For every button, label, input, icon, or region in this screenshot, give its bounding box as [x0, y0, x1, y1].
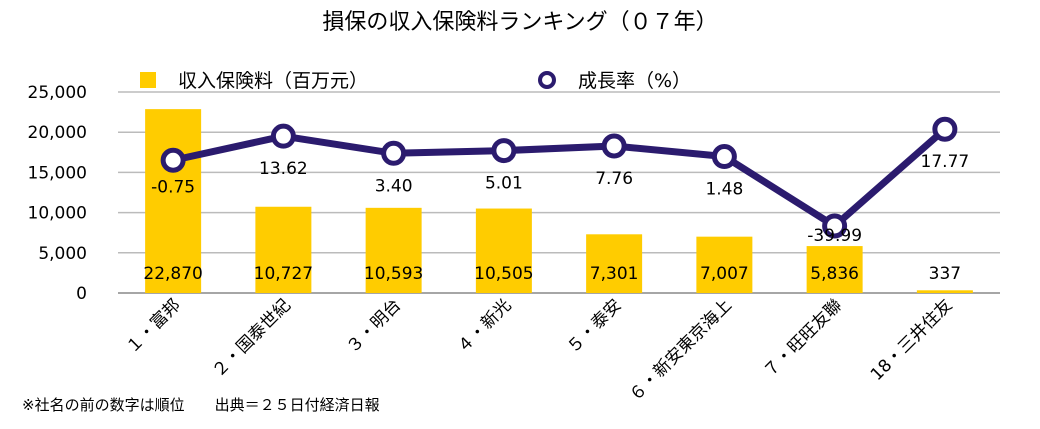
legend-bars: 収入保険料（百万元） — [140, 66, 368, 93]
x-tick-label: ７・旺旺友聯 — [760, 295, 846, 381]
x-tick-label: １・富邦 — [122, 295, 184, 357]
bar — [255, 206, 312, 293]
growth-point — [381, 140, 407, 166]
growth-point — [822, 213, 848, 239]
y-tick-label: 25,000 — [28, 83, 87, 103]
x-tick-label: ２・国泰世紀 — [209, 295, 295, 381]
growth-value-label: 17.77 — [921, 152, 970, 172]
y-tick-label: 20,000 — [28, 123, 87, 143]
growth-point — [711, 144, 737, 170]
bar — [475, 208, 532, 293]
growth-point — [160, 147, 186, 173]
x-tick-label: ４・新光 — [453, 295, 515, 357]
y-tick-label: 10,000 — [28, 204, 87, 224]
x-tick-label: ３・明台 — [343, 295, 405, 357]
legend-line-label: 成長率（%） — [578, 70, 692, 92]
bar-value-label: 337 — [929, 264, 961, 284]
growth-value-label: -39.99 — [807, 226, 862, 246]
footnote: ※社名の前の数字は順位 出典＝２５日付経済日報 — [22, 396, 380, 414]
bar-value-label: 22,870 — [143, 264, 202, 284]
y-tick-label: 5,000 — [38, 244, 87, 264]
x-tick-label: ６・新安東京海上 — [626, 295, 736, 405]
growth-value-label: 5.01 — [485, 174, 523, 194]
growth-value-label: -0.75 — [151, 177, 195, 197]
x-tick-label: 18・三井住友 — [867, 295, 957, 385]
legend-line-marker — [538, 70, 556, 89]
y-tick-label: 0 — [76, 284, 87, 304]
growth-point — [491, 138, 517, 164]
growth-value-label: 1.48 — [705, 180, 743, 200]
growth-value-label: 3.40 — [375, 176, 413, 196]
growth-point — [932, 116, 958, 142]
bar-value-label: 10,505 — [474, 264, 533, 284]
bar-value-label: 5,836 — [810, 264, 859, 284]
growth-value-label: 7.76 — [595, 169, 633, 189]
bar — [806, 246, 863, 293]
bar — [696, 236, 753, 293]
bar — [145, 109, 202, 293]
bar-value-label: 7,007 — [700, 264, 749, 284]
bar-value-label: 7,301 — [590, 264, 639, 284]
chart-title: 損保の収入保険料ランキング（０７年） — [322, 10, 718, 35]
y-tick-label: 15,000 — [28, 163, 87, 183]
bar — [586, 234, 643, 293]
legend-bar-swatch — [140, 71, 156, 88]
legend-line: 成長率（%） — [538, 66, 691, 93]
bar-value-label: 10,727 — [254, 264, 313, 284]
growth-point — [270, 123, 296, 149]
x-tick-label: ５・泰安 — [563, 295, 625, 357]
bar — [916, 290, 973, 293]
bar-value-label: 10,593 — [364, 264, 423, 284]
legend-bar-label: 収入保険料（百万元） — [178, 70, 369, 92]
growth-line — [172, 126, 948, 230]
growth-value-label: 13.62 — [259, 159, 308, 179]
growth-point — [601, 133, 627, 159]
bar — [365, 207, 422, 293]
